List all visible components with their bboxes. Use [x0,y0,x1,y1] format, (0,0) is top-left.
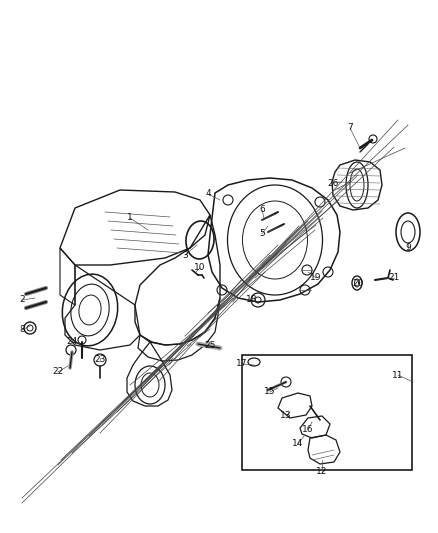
Text: 5: 5 [259,230,265,238]
Text: 16: 16 [302,425,314,434]
Text: 9: 9 [405,244,411,253]
Text: 23: 23 [94,356,106,365]
Text: 24: 24 [67,337,78,346]
Text: 14: 14 [292,440,304,448]
Text: 26: 26 [327,179,339,188]
Text: 11: 11 [392,370,404,379]
Text: 25: 25 [204,342,215,351]
Text: 12: 12 [316,467,328,477]
Text: 3: 3 [182,251,188,260]
Text: 18: 18 [246,295,258,304]
Text: 10: 10 [194,263,206,272]
Text: 8: 8 [19,326,25,335]
Text: 2: 2 [19,295,25,304]
Text: 19: 19 [310,273,322,282]
Text: 1: 1 [127,214,133,222]
Text: 17: 17 [236,359,248,368]
Text: 6: 6 [259,206,265,214]
Text: 22: 22 [53,367,64,376]
Text: 15: 15 [264,387,276,397]
Text: 20: 20 [352,279,364,288]
Text: 4: 4 [205,190,211,198]
Text: 13: 13 [280,411,292,421]
Text: 7: 7 [347,124,353,133]
Text: 21: 21 [389,273,400,282]
